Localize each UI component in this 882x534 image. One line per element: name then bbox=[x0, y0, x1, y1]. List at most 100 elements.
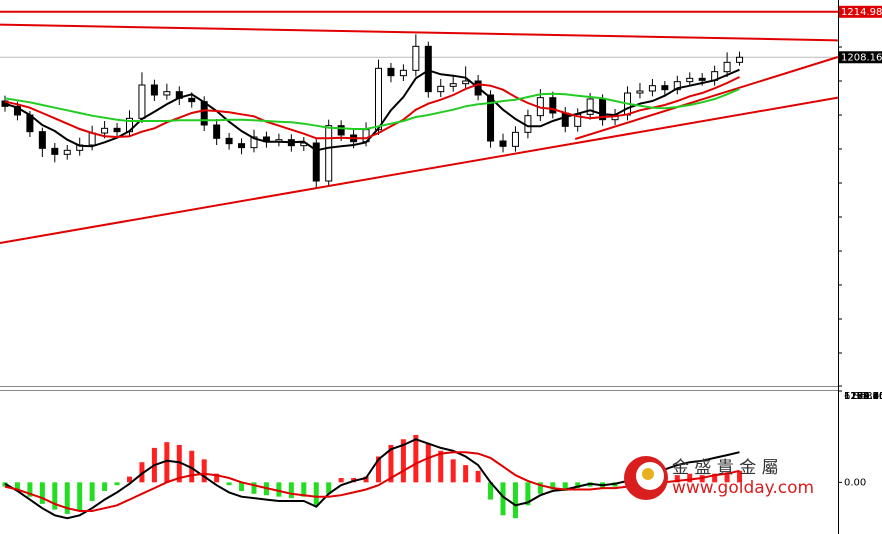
histogram-bar bbox=[326, 482, 332, 494]
y-tick-label: 1174.00 bbox=[844, 391, 882, 402]
candle-body bbox=[200, 101, 208, 126]
candle-body bbox=[399, 69, 407, 77]
price-label: 1214.98 bbox=[841, 7, 882, 18]
histogram-bar bbox=[488, 482, 494, 500]
histogram-bar bbox=[475, 470, 481, 483]
histogram-bar bbox=[674, 475, 680, 483]
candle-body bbox=[424, 45, 432, 93]
histogram-bar bbox=[400, 439, 406, 483]
candle-body bbox=[549, 97, 557, 114]
y-tick-label: 1184.20 bbox=[844, 391, 882, 402]
histogram-bar bbox=[363, 476, 369, 483]
candle-body bbox=[673, 81, 681, 91]
candle-body bbox=[387, 67, 395, 77]
watermark: 金 盛 貴 金 屬 www.golday.com bbox=[624, 456, 814, 500]
histogram-bar bbox=[450, 459, 456, 483]
histogram-bar bbox=[388, 445, 394, 483]
y-tick-label: 6.363 bbox=[844, 391, 873, 402]
candle-body bbox=[686, 77, 694, 83]
histogram-bar bbox=[687, 473, 693, 483]
histogram-bar bbox=[189, 450, 195, 483]
candle-body bbox=[38, 131, 46, 149]
candle-body bbox=[13, 105, 21, 116]
histogram-bar bbox=[550, 482, 556, 490]
histogram-bar bbox=[376, 456, 381, 483]
candle-body bbox=[437, 85, 445, 93]
histogram-bar bbox=[288, 482, 294, 499]
y-tick-label: 1189.30 bbox=[844, 391, 882, 402]
y-tick-label: 1199.50 bbox=[844, 391, 882, 402]
candle-body bbox=[225, 137, 233, 145]
histogram-bar bbox=[737, 470, 743, 483]
histogram-bar bbox=[201, 459, 207, 483]
y-tick-label: 1194.40 bbox=[844, 391, 882, 402]
y-tick-label: 1168.90 bbox=[844, 391, 882, 402]
candle-body bbox=[648, 85, 656, 92]
histogram-bar bbox=[214, 473, 220, 483]
y-tick-label: 0.00 bbox=[844, 477, 866, 488]
indicator-line bbox=[4, 438, 740, 520]
histogram-bar bbox=[413, 434, 419, 483]
histogram-bar bbox=[102, 482, 108, 491]
trendline bbox=[0, 23, 838, 42]
y-tick-label: 1158.85 bbox=[844, 391, 882, 402]
histogram-bar bbox=[226, 482, 232, 486]
candle-body bbox=[238, 143, 246, 149]
candle-body bbox=[213, 124, 221, 139]
candle-body bbox=[337, 125, 345, 136]
y-tick-label: 1204.60 bbox=[844, 391, 882, 402]
watermark-title: 金 盛 貴 金 屬 bbox=[672, 458, 779, 478]
histogram-bar bbox=[338, 478, 344, 483]
candle-body bbox=[51, 147, 59, 155]
candle-body bbox=[561, 112, 569, 127]
y-tick-label: 1163.80 bbox=[844, 391, 882, 402]
candle-body bbox=[150, 84, 158, 96]
histogram-bar bbox=[52, 482, 58, 510]
histogram-bar bbox=[64, 482, 70, 514]
y-tick-label: 1179.10 bbox=[844, 391, 882, 402]
candle-body bbox=[188, 97, 196, 103]
histogram-bar bbox=[251, 482, 257, 494]
histogram-bar bbox=[724, 472, 730, 483]
histogram-bar bbox=[575, 482, 581, 489]
histogram-bar bbox=[500, 482, 506, 516]
histogram-bar bbox=[562, 482, 568, 491]
candle-body bbox=[163, 91, 171, 96]
candle-body bbox=[499, 140, 507, 147]
histogram-bar bbox=[463, 465, 469, 483]
histogram-bar bbox=[77, 482, 83, 512]
candle-body bbox=[88, 132, 96, 146]
candle-body bbox=[113, 127, 121, 133]
histogram-bar bbox=[525, 482, 531, 506]
histogram-bar bbox=[139, 462, 145, 483]
candle-body bbox=[487, 94, 495, 142]
candle-body bbox=[723, 61, 731, 73]
histogram-bar bbox=[164, 442, 170, 483]
watermark-url: www.golday.com bbox=[672, 478, 814, 498]
histogram-bar bbox=[127, 476, 132, 483]
histogram-bar bbox=[239, 482, 245, 491]
histogram-bar bbox=[89, 482, 95, 501]
histogram-bar bbox=[39, 482, 45, 504]
candle-body bbox=[250, 136, 258, 149]
histogram-bar bbox=[712, 473, 718, 483]
histogram-bar bbox=[14, 482, 20, 491]
histogram-bar bbox=[301, 482, 307, 497]
candle-body bbox=[375, 67, 382, 131]
price-label: 1208.16 bbox=[841, 52, 882, 63]
candle-body bbox=[661, 85, 669, 91]
price-label-box bbox=[839, 5, 882, 18]
histogram-bar bbox=[276, 482, 282, 497]
candle-body bbox=[636, 90, 644, 94]
histogram-bar bbox=[313, 482, 319, 506]
indicator-line bbox=[4, 76, 740, 140]
histogram-bar bbox=[537, 482, 543, 494]
trendline bbox=[0, 96, 839, 244]
candle-body bbox=[449, 83, 457, 87]
candle-body bbox=[586, 98, 594, 115]
logo bbox=[642, 468, 654, 480]
histogram-bar bbox=[438, 450, 444, 483]
histogram-bar bbox=[27, 482, 33, 497]
price-label-box bbox=[839, 51, 882, 64]
